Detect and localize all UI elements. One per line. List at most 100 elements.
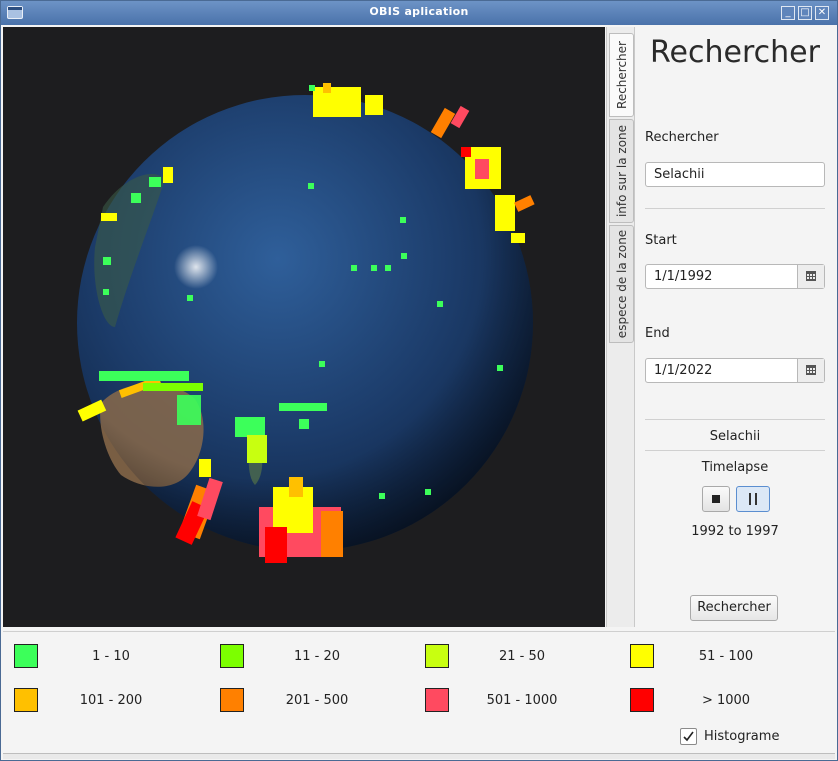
occurrence-bar — [247, 435, 267, 463]
legend-label-11-20: 11 - 20 — [293, 649, 341, 664]
panel-heading: Rechercher — [650, 35, 820, 70]
occurrence-bar — [118, 376, 162, 398]
tab-espece-de-la-zone[interactable]: espece de la zone — [609, 225, 634, 343]
occurrence-bar — [495, 195, 515, 231]
start-date-value: 1/1/1992 — [654, 269, 713, 284]
occurrence-bar — [143, 383, 203, 391]
legend-label-101-200: 101 - 200 — [79, 693, 143, 708]
occurrence-bar — [321, 511, 343, 557]
end-date-picker[interactable]: 1/1/2022 — [645, 358, 825, 383]
separator — [645, 208, 825, 209]
window-title: OBIS aplication — [369, 5, 469, 18]
occurrence-bar — [425, 489, 431, 495]
occurrence-bar — [400, 217, 406, 223]
bottom-status-bar — [3, 753, 835, 759]
tab-info-sur-la-zone[interactable]: info sur la zone — [609, 119, 634, 223]
occurrence-bar — [265, 527, 287, 563]
occurrence-bar — [289, 477, 303, 497]
legend-label-21-50: 21 - 50 — [498, 649, 546, 664]
occurrence-bar — [77, 399, 107, 422]
separator — [645, 450, 825, 451]
end-date-value: 1/1/2022 — [654, 363, 713, 378]
species-name: Selachii — [709, 429, 761, 444]
end-calendar-button[interactable] — [797, 359, 824, 382]
globe-shading — [77, 95, 533, 551]
start-date-picker[interactable]: 1/1/1992 — [645, 264, 825, 289]
occurrence-bar — [149, 177, 161, 187]
legend-label-over-1000: > 1000 — [701, 693, 751, 708]
occurrence-bar — [511, 233, 525, 243]
occurrence-bar — [131, 193, 141, 203]
histogram-label: Histograme — [704, 729, 780, 744]
occurrence-bar — [199, 459, 211, 477]
vertical-tab-strip: Rechercher info sur la zone espece de la… — [606, 27, 635, 627]
separator — [3, 631, 835, 632]
timelapse-period: 1992 to 1997 — [691, 524, 779, 539]
start-label: Start — [645, 233, 677, 248]
occurrence-bar — [101, 213, 117, 221]
maximize-button[interactable]: □ — [798, 6, 812, 20]
search-input[interactable]: Selachii — [645, 162, 825, 187]
globe-3d-view[interactable] — [3, 27, 605, 627]
pause-icon — [749, 493, 757, 505]
stop-button[interactable] — [702, 486, 730, 512]
globe-light-glare — [174, 245, 218, 289]
occurrence-bars — [77, 83, 535, 563]
search-label: Rechercher — [645, 130, 719, 145]
legend-label-1-10: 1 - 10 — [92, 649, 130, 664]
start-calendar-button[interactable] — [797, 265, 824, 288]
occurrence-bar — [309, 85, 315, 91]
occurrence-bar — [308, 183, 314, 189]
close-button[interactable]: ✕ — [815, 6, 829, 20]
occurrence-bar — [379, 493, 385, 499]
timelapse-label: Timelapse — [701, 460, 769, 475]
minimize-button[interactable]: _ — [781, 6, 795, 20]
occurrence-bar — [371, 265, 377, 271]
occurrence-bar — [351, 265, 357, 271]
tab-rechercher[interactable]: Rechercher — [609, 33, 634, 117]
occurrence-bar — [450, 105, 470, 129]
occurrence-bar — [177, 395, 201, 425]
legend-swatch-over-1000 — [630, 688, 654, 712]
legend-swatch-11-20 — [220, 644, 244, 668]
calendar-icon — [806, 271, 816, 281]
occurrence-bar — [365, 95, 383, 115]
occurrence-bar — [461, 147, 471, 157]
calendar-icon — [806, 365, 816, 375]
legend-panel: 1 - 10 11 - 20 21 - 50 51 - 100 101 - 20… — [3, 631, 835, 753]
occurrence-bar — [313, 87, 361, 117]
legend-swatch-1-10 — [14, 644, 38, 668]
occurrence-bar — [235, 417, 265, 437]
occurrence-bar — [163, 167, 173, 183]
legend-label-51-100: 51 - 100 — [698, 649, 754, 664]
pause-button[interactable] — [736, 486, 770, 512]
occurrence-bar — [299, 419, 309, 429]
title-bar: OBIS aplication _ □ ✕ — [1, 1, 837, 25]
legend-swatch-51-100 — [630, 644, 654, 668]
app-window-icon — [7, 6, 23, 19]
legend-label-201-500: 201 - 500 — [285, 693, 349, 708]
occurrence-bar — [319, 361, 325, 367]
legend-swatch-101-200 — [14, 688, 38, 712]
checkmark-icon — [683, 731, 694, 742]
tab-rechercher-label: Rechercher — [614, 41, 629, 109]
occurrence-bar — [497, 365, 503, 371]
legend-swatch-501-1000 — [425, 688, 449, 712]
end-label: End — [645, 326, 670, 341]
legend-swatch-21-50 — [425, 644, 449, 668]
occurrence-bar — [103, 257, 111, 265]
occurrence-bar — [323, 83, 331, 93]
occurrence-bar — [197, 477, 223, 521]
occurrence-bar — [475, 159, 489, 179]
stop-icon — [712, 495, 720, 503]
globe-scene — [77, 83, 535, 563]
histogram-checkbox[interactable] — [680, 728, 697, 745]
search-button[interactable]: Rechercher — [690, 595, 778, 621]
occurrence-bar — [401, 253, 407, 259]
legend-label-501-1000: 501 - 1000 — [486, 693, 558, 708]
separator — [645, 419, 825, 420]
occurrence-bar — [103, 289, 109, 295]
occurrence-bar — [279, 403, 327, 411]
occurrence-bar — [187, 295, 193, 301]
